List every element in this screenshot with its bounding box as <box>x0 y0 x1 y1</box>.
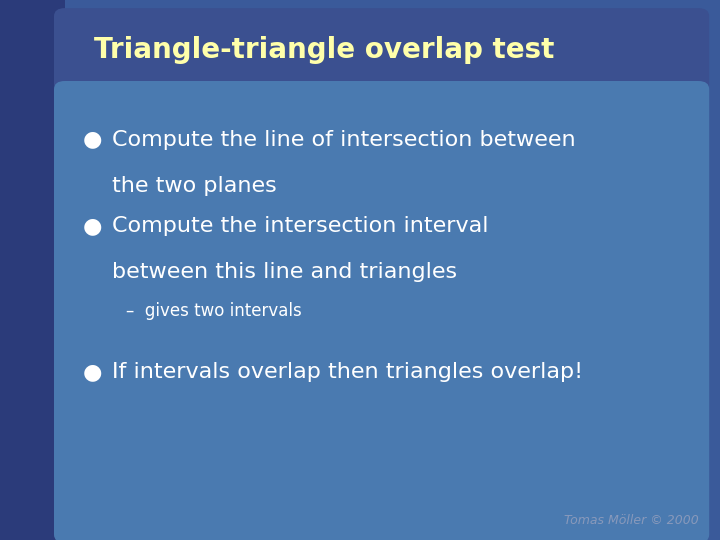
FancyBboxPatch shape <box>54 81 709 540</box>
Text: ●: ● <box>83 130 102 150</box>
Text: Triangle-triangle overlap test: Triangle-triangle overlap test <box>94 36 554 64</box>
Text: the two planes: the two planes <box>112 176 276 195</box>
Text: If intervals overlap then triangles overlap!: If intervals overlap then triangles over… <box>112 362 582 382</box>
Text: ●: ● <box>83 216 102 236</box>
Text: –  gives two intervals: – gives two intervals <box>126 302 302 320</box>
Text: Compute the line of intersection between: Compute the line of intersection between <box>112 130 575 150</box>
FancyBboxPatch shape <box>54 8 709 92</box>
Text: Tomas Möller © 2000: Tomas Möller © 2000 <box>564 514 698 526</box>
Text: Compute the intersection interval: Compute the intersection interval <box>112 216 488 236</box>
Text: ●: ● <box>83 362 102 382</box>
FancyBboxPatch shape <box>0 0 65 540</box>
Text: between this line and triangles: between this line and triangles <box>112 262 456 282</box>
